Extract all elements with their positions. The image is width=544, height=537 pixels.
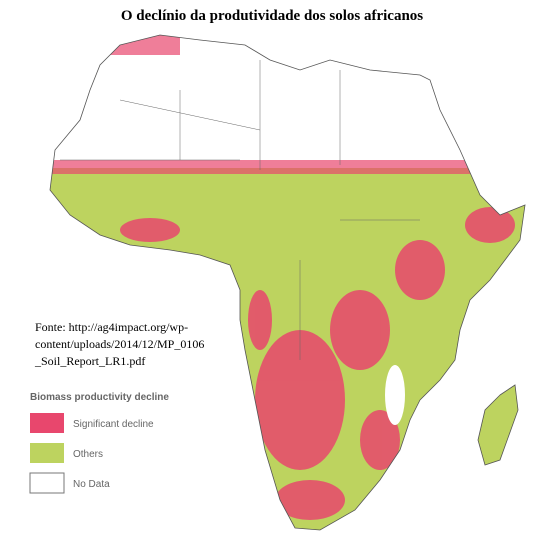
legend-swatch (29, 472, 65, 494)
legend-swatch (30, 413, 64, 433)
source: Fonte: http://ag4impact.org/wp-content/u… (34, 320, 204, 368)
madagascar (477, 384, 519, 466)
coastline (49, 34, 526, 531)
legend-title: Biomass productivity decline (30, 392, 169, 403)
legend: Significant decline Others No Data (29, 413, 154, 494)
source-line: Fonte: http://ag4impact.org/wp- (35, 320, 188, 334)
legend-label: No Data (73, 479, 110, 490)
source-line: content/uploads/2014/12/MP_0106 (35, 337, 204, 351)
legend-label: Others (73, 449, 103, 460)
title: O declínio da produtividade dos solos af… (121, 8, 423, 24)
source-line: _Soil_Report_LR1.pdf (34, 354, 145, 368)
borders (60, 60, 420, 360)
legend-swatch (30, 443, 64, 463)
legend-label: Significant decline (73, 419, 154, 430)
